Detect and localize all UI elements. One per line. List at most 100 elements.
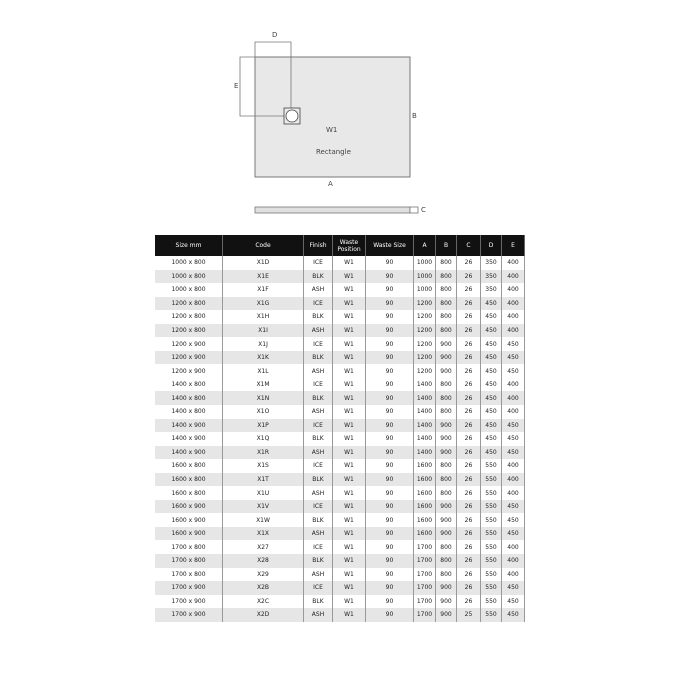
- table-cell: 400: [501, 540, 525, 555]
- column-header: Finish: [303, 235, 333, 256]
- table-cell: 1600: [413, 459, 436, 473]
- table-cell: 800: [435, 554, 457, 568]
- column-header: Waste Position: [332, 235, 366, 256]
- table-cell: W1: [332, 323, 366, 338]
- table-cell: ICE: [303, 377, 333, 392]
- table-row: 1000 x 800 X1F ASH W1 90 1000 800 26 350 400: [155, 283, 525, 297]
- table-row: 1600 x 900 X1X ASH W1 90 1600 900 26 550 450: [155, 526, 525, 541]
- table-cell: 400: [501, 296, 525, 311]
- dimension-e-line: [239, 56, 291, 117]
- table-cell: 26: [456, 405, 481, 419]
- table-cell: 450: [480, 296, 502, 311]
- table-header: Size mm Code Finish Waste Position Waste Siz…: [155, 235, 525, 256]
- table-cell: 450: [480, 405, 502, 419]
- table-cell: 400: [501, 472, 525, 487]
- table-row: 1000 x 800 X1E BLK W1 90 1000 800 26 350 400: [155, 269, 525, 284]
- table-cell: 400: [501, 377, 525, 392]
- label-b: B: [412, 112, 417, 120]
- table-cell: X1N: [222, 391, 304, 406]
- column-header: Size mm: [155, 235, 223, 256]
- column-header: Waste Size: [365, 235, 414, 256]
- table-row: 1200 x 800 X1I ASH W1 90 1200 800 26 450 400: [155, 323, 525, 338]
- table-cell: 1200: [413, 310, 436, 324]
- table-cell: 26: [456, 296, 481, 311]
- table-cell: 1400 x 900: [155, 445, 223, 460]
- table-cell: 26: [456, 472, 481, 487]
- table-cell: W1: [332, 418, 366, 433]
- table-cell: 90: [365, 472, 414, 487]
- table-cell: 1000 x 800: [155, 269, 223, 284]
- table-cell: W1: [332, 269, 366, 284]
- table-cell: 26: [456, 323, 481, 338]
- table-cell: 90: [365, 283, 414, 297]
- table-cell: 1700: [413, 594, 436, 609]
- table-cell: W1: [332, 526, 366, 541]
- table-cell: 1400: [413, 391, 436, 406]
- table-cell: 26: [456, 594, 481, 609]
- table-cell: 550: [480, 608, 502, 622]
- table-cell: 450: [501, 432, 525, 446]
- table-cell: 550: [480, 594, 502, 609]
- table-cell: 550: [480, 567, 502, 582]
- table-cell: X1D: [222, 256, 304, 270]
- table-row: 1600 x 800 X1S ICE W1 90 1600 800 26 550 400: [155, 459, 525, 473]
- table-cell: X2C: [222, 594, 304, 609]
- table-cell: 90: [365, 377, 414, 392]
- table-cell: 1700: [413, 540, 436, 555]
- table-cell: BLK: [303, 350, 333, 365]
- table-cell: 26: [456, 256, 481, 270]
- table-cell: 90: [365, 432, 414, 446]
- table-cell: X1V: [222, 499, 304, 514]
- table-cell: 800: [435, 472, 457, 487]
- table-cell: 400: [501, 567, 525, 582]
- table-cell: 1200: [413, 364, 436, 378]
- table-cell: 1600 x 800: [155, 486, 223, 500]
- table-cell: 1600: [413, 486, 436, 500]
- table-cell: 26: [456, 486, 481, 500]
- table-cell: X1G: [222, 296, 304, 311]
- tray-diagram: [239, 41, 419, 214]
- table-cell: BLK: [303, 432, 333, 446]
- table-row: 1400 x 800 X1N BLK W1 90 1400 800 26 450 400: [155, 391, 525, 406]
- table-cell: 1400: [413, 405, 436, 419]
- table-row: 1200 x 900 X1J ICE W1 90 1200 900 26 450 450: [155, 337, 525, 351]
- table-cell: BLK: [303, 472, 333, 487]
- table-cell: W1: [332, 350, 366, 365]
- table-cell: 1000 x 800: [155, 256, 223, 270]
- table-cell: 800: [435, 377, 457, 392]
- table-cell: X27: [222, 540, 304, 555]
- table-cell: 1200 x 900: [155, 364, 223, 378]
- table-cell: 1200: [413, 350, 436, 365]
- table-cell: 900: [435, 418, 457, 433]
- label-d: D: [272, 31, 278, 39]
- table-cell: 450: [480, 445, 502, 460]
- table-cell: W1: [332, 608, 366, 622]
- table-cell: W1: [332, 310, 366, 324]
- table-row: 1600 x 900 X1W BLK W1 90 1600 900 26 550 450: [155, 513, 525, 527]
- table-cell: 90: [365, 256, 414, 270]
- table-cell: W1: [332, 445, 366, 460]
- table-cell: 26: [456, 337, 481, 351]
- table-cell: W1: [332, 364, 366, 378]
- table-cell: 90: [365, 445, 414, 460]
- table-cell: 800: [435, 405, 457, 419]
- table-cell: W1: [332, 391, 366, 406]
- table-cell: 1700 x 800: [155, 554, 223, 568]
- table-cell: 1200 x 900: [155, 350, 223, 365]
- table-cell: 26: [456, 526, 481, 541]
- table-row: 1400 x 800 X1O ASH W1 90 1400 800 26 450 400: [155, 405, 525, 419]
- table-cell: X1I: [222, 323, 304, 338]
- table-cell: W1: [332, 594, 366, 609]
- table-cell: X1F: [222, 283, 304, 297]
- table-cell: 1600: [413, 513, 436, 527]
- table-cell: ASH: [303, 364, 333, 378]
- table-cell: 1200: [413, 296, 436, 311]
- table-cell: ICE: [303, 581, 333, 595]
- table-cell: 450: [480, 391, 502, 406]
- table-cell: 1600 x 900: [155, 526, 223, 541]
- table-cell: 450: [501, 594, 525, 609]
- label-a: A: [328, 180, 333, 188]
- table-cell: 800: [435, 323, 457, 338]
- table-cell: BLK: [303, 391, 333, 406]
- table-cell: 90: [365, 418, 414, 433]
